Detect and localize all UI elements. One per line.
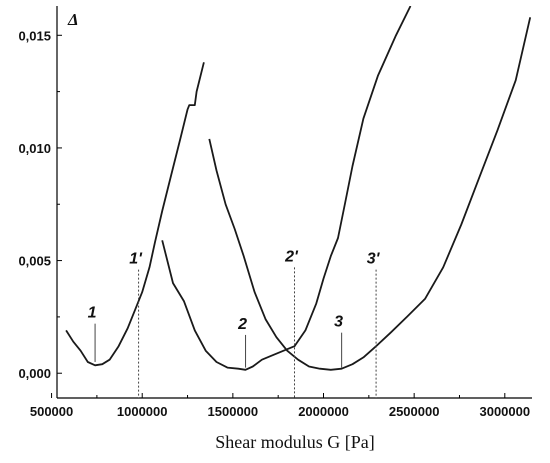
x-tick-label: 2000000 <box>298 404 349 419</box>
marker-label-6: 3' <box>367 251 381 268</box>
y-tick-label: 0,010 <box>18 141 51 156</box>
marker-label-5: 3 <box>334 314 343 331</box>
x-tick-label: 1500000 <box>208 404 259 419</box>
marker-label-3: 2 <box>237 316 247 333</box>
x-tick-label: 1000000 <box>117 404 168 419</box>
y-tick-label: 0,005 <box>18 254 51 269</box>
x-tick-label: 2500000 <box>389 404 440 419</box>
series-line-1 <box>65 62 205 367</box>
delta-label: Δ <box>67 10 79 29</box>
y-tick-label: 0,000 <box>18 366 51 381</box>
x-tick-label: 3000000 <box>479 404 530 419</box>
series-line-2 <box>161 6 412 371</box>
y-tick-label: 0,015 <box>18 28 51 43</box>
series-line-3 <box>208 17 532 371</box>
marker-label-4: 2' <box>284 248 299 265</box>
x-tick-label: 500000 <box>30 404 73 419</box>
plot-area: 500000 1000000 1500000 2000000 2500000 300000… <box>18 6 532 419</box>
marker-label-1: 1 <box>88 305 97 322</box>
x-axis-title: Shear modulus G [Pa] <box>215 432 374 452</box>
marker-label-2: 1' <box>129 251 143 268</box>
